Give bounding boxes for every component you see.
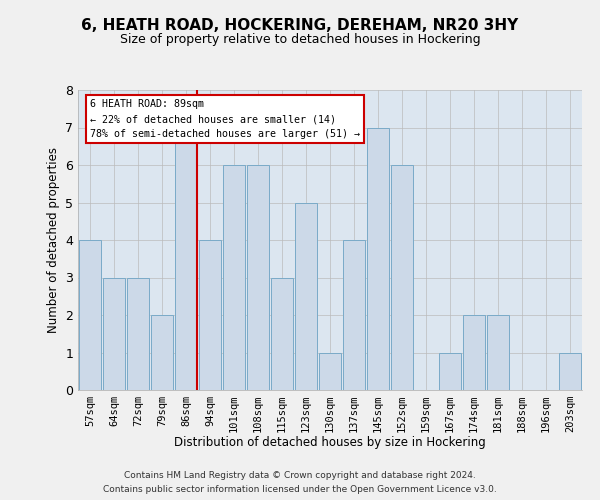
Bar [247,165,269,390]
Text: 6, HEATH ROAD, HOCKERING, DEREHAM, NR20 3HY: 6, HEATH ROAD, HOCKERING, DEREHAM, NR20 … [82,18,518,32]
Bar [103,278,125,390]
Text: 6 HEATH ROAD: 89sqm
← 22% of detached houses are smaller (14)
78% of semi-detach: 6 HEATH ROAD: 89sqm ← 22% of detached ho… [91,100,361,139]
Bar [271,278,293,390]
Bar [391,165,413,390]
Bar [367,128,389,390]
Bar [343,240,365,390]
Bar [487,315,509,390]
Text: Size of property relative to detached houses in Hockering: Size of property relative to detached ho… [119,32,481,46]
Text: Contains HM Land Registry data © Crown copyright and database right 2024.: Contains HM Land Registry data © Crown c… [124,472,476,480]
Bar [439,352,461,390]
Bar [151,315,173,390]
Bar [199,240,221,390]
Bar [319,352,341,390]
Y-axis label: Number of detached properties: Number of detached properties [47,147,59,333]
Bar [559,352,581,390]
Bar [175,128,197,390]
Bar [295,202,317,390]
Text: Distribution of detached houses by size in Hockering: Distribution of detached houses by size … [174,436,486,449]
Text: Contains public sector information licensed under the Open Government Licence v3: Contains public sector information licen… [103,484,497,494]
Bar [463,315,485,390]
Bar [79,240,101,390]
Bar [127,278,149,390]
Bar [223,165,245,390]
